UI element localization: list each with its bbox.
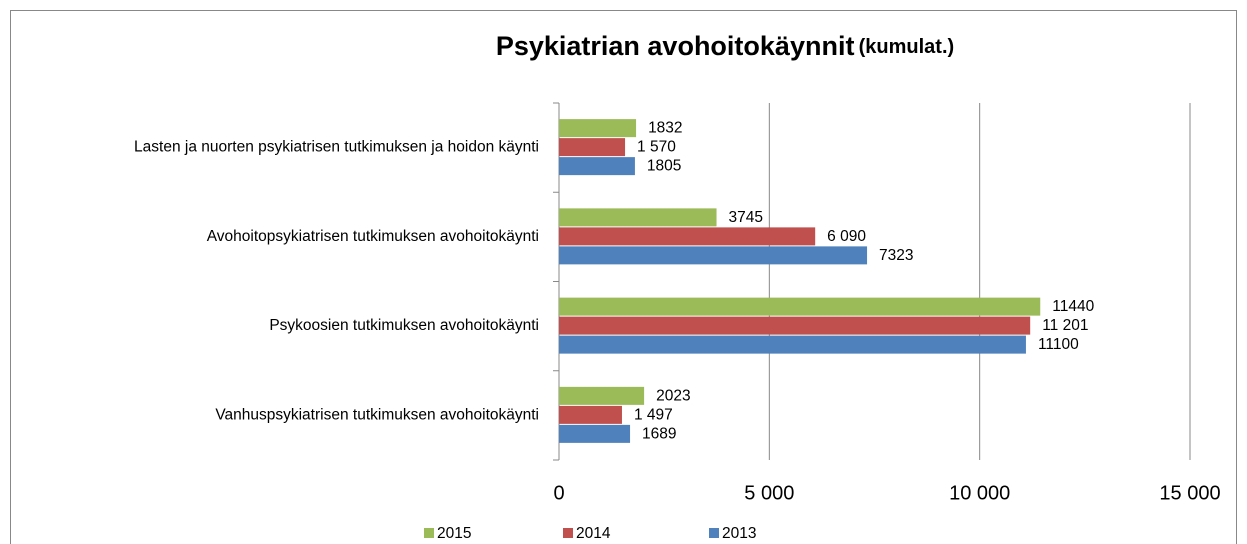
data-label: 11440: [1052, 298, 1094, 315]
bar: [559, 335, 1026, 354]
data-label: 1 497: [634, 406, 673, 423]
bar: [559, 157, 635, 176]
x-tick-label: 15 000: [1159, 482, 1220, 504]
y-tick-label: Lasten ja nuorten psykiatrisen tutkimuks…: [134, 139, 539, 156]
data-label: 2023: [656, 387, 690, 404]
legend-swatch: [424, 528, 434, 538]
data-label: 1 570: [637, 139, 676, 156]
x-tick-label: 0: [553, 482, 564, 504]
bar: [559, 424, 631, 443]
y-tick-label: Psykoosien tutkimuksen avohoitokäynti: [269, 317, 539, 334]
bar: [559, 138, 626, 157]
bar: [559, 227, 816, 246]
chart-subtitle: (kumulat.): [859, 36, 955, 58]
chart-border: [10, 10, 1237, 544]
chart-title-group: Psykiatrian avohoitokäynnit (kumulat.): [496, 31, 954, 61]
legend-label: 2013: [722, 525, 756, 542]
y-tick-label: Avohoitopsykiatrisen tutkimuksen avohoit…: [207, 228, 539, 245]
bar: [559, 405, 622, 424]
bar: [559, 386, 645, 405]
x-tick-label: 5 000: [744, 482, 794, 504]
data-label: 1689: [642, 425, 676, 442]
legend-label: 2014: [576, 525, 611, 542]
data-label: 1805: [647, 158, 681, 175]
data-label: 11 201: [1042, 317, 1088, 334]
x-tick-label: 10 000: [949, 482, 1010, 504]
chart-title: Psykiatrian avohoitokäynnit: [496, 31, 855, 61]
bar: [559, 119, 637, 138]
data-label: 11100: [1038, 336, 1079, 353]
legend-label: 2015: [437, 525, 471, 542]
bar: [559, 246, 868, 265]
bar: [559, 297, 1041, 316]
data-label: 3745: [729, 209, 763, 226]
data-label: 1832: [648, 120, 682, 137]
data-label: 7323: [879, 247, 913, 264]
bar: [559, 208, 717, 227]
y-tick-label: Vanhuspsykiatrisen tutkimuksen avohoitok…: [215, 406, 539, 423]
bar: [559, 316, 1031, 335]
data-label: 6 090: [827, 228, 866, 245]
legend-swatch: [563, 528, 573, 538]
legend-swatch: [709, 528, 719, 538]
